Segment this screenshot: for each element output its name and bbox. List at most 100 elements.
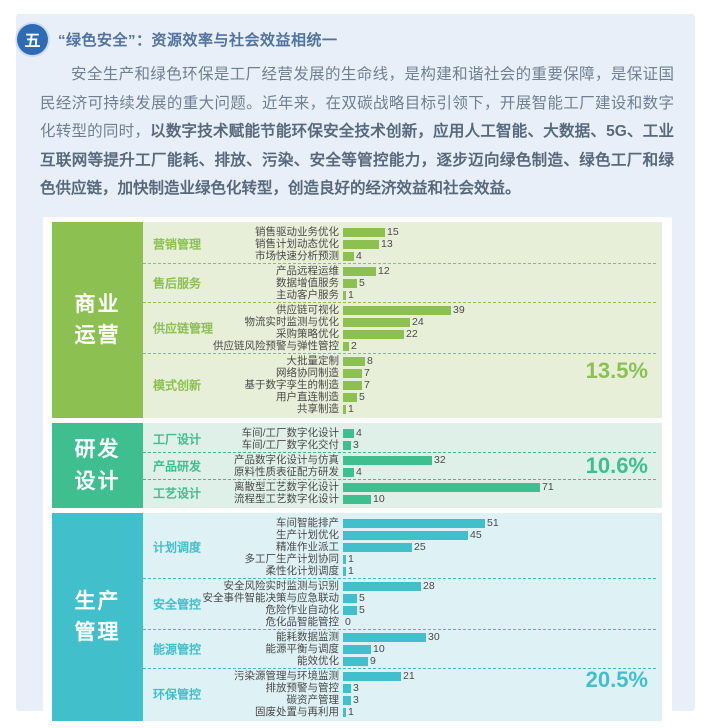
bar-value: 30 [428,631,440,643]
chart: 商业 运营 营销管理 销售驱动业务优化 15 销售计划动态优化 13 市场快速分析预测 4 售后服… [43,217,672,728]
content-panel: 五 “绿色安全”：资源效率与社会效益相统一 安全生产和绿色环保是工厂经营发展的生… [16,14,695,728]
chart-section: 研发 设计 工厂设计 车间/工厂数字化设计 4 车间/工厂数字化交付 3 产品研发 产品数字化设… [52,423,662,508]
bar [343,554,346,564]
bar-track: 3 [343,682,656,694]
bar-value: 1 [348,565,354,577]
chart-row: 供应链可视化 39 [143,304,656,316]
chart-row: 车间智能排产 51 [143,517,656,529]
bar-label: 流程型工艺数字化设计 [234,493,339,505]
bar-track: 10 [343,643,656,655]
chart-row: 柔性化计划调度 1 [143,565,656,577]
bar-label: 能源平衡与调度 [265,643,340,655]
chart-row: 离散型工艺数字化设计 71 [143,481,656,493]
section-percent: 13.5% [585,358,648,383]
bar-label: 大批量定制 [286,355,340,367]
bar [343,368,362,378]
bar-label: 固废处置与再利用 [255,706,339,718]
bar-value: 10 [373,643,385,655]
bar-value: 5 [359,391,365,403]
bar-value: 28 [423,580,435,592]
bar-value: 12 [378,265,390,277]
section-body: 工厂设计 车间/工厂数字化设计 4 车间/工厂数字化交付 3 产品研发 产品数字化设计与仿真… [143,423,662,508]
bar-track: 5 [343,277,656,289]
chart-group: 工厂设计 车间/工厂数字化设计 4 车间/工厂数字化交付 3 [143,426,656,453]
bar-track: 3 [343,439,656,451]
chart-group: 安全管控 安全风险实时监测与识别 28 安全事件智能决策与应急联动 5 危险作业自动化 5 危… [143,579,656,630]
chart-row: 生产计划优化 45 [143,529,656,541]
bar-label: 碳资产管理 [286,694,340,706]
group-label: 售后服务 [153,276,202,291]
bar-value: 25 [414,541,426,553]
bar-label: 销售驱动业务优化 [255,226,339,238]
bar-track: 3 [343,694,656,706]
bar-value: 32 [434,454,446,466]
chart-row: 能耗数据监测 30 [143,631,656,643]
bar-value: 4 [356,466,362,478]
bar-label: 原料性质表征配方研发 [234,466,339,478]
chart-group: 营销管理 销售驱动业务优化 15 销售计划动态优化 13 市场快速分析预测 4 [143,225,656,264]
bar [343,605,357,615]
chart-group: 产品研发 产品数字化设计与仿真 32 原料性质表征配方研发 4 [143,453,656,480]
bar-label: 柔性化计划调度 [265,565,340,577]
section-category-label-line: 运营 [74,324,121,347]
bar-value: 71 [542,481,554,493]
bar-label: 采购策略优化 [276,328,339,340]
bar [343,290,346,300]
chart-row: 销售计划动态优化 13 [143,238,656,250]
bar [343,266,376,276]
bar-value: 24 [412,316,424,328]
section-body: 营销管理 销售驱动业务优化 15 销售计划动态优化 13 市场快速分析预测 4 售后服务 产品远… [143,222,662,418]
bar-label: 供应链可视化 [276,304,339,316]
bar-value: 7 [364,379,370,391]
bar-value: 22 [406,328,418,340]
section-number-badge: 五 [17,23,48,55]
bar-label: 能效优化 [297,655,339,667]
section-category-label-line: 研发 [74,438,121,461]
section-category-label-line: 管理 [74,621,121,644]
bar-track: 9 [343,655,656,667]
bar-track: 1 [343,706,656,718]
intro-paragraph: 安全生产和绿色环保是工厂经营发展的生命线，是构建和谐社会的重要保障，是保证国民经… [40,61,674,204]
chart-row: 固废处置与再利用 1 [143,706,656,718]
bar-track: 5 [343,391,656,403]
group-label: 环保管控 [153,687,202,702]
bar-track: 22 [343,328,656,340]
bar-value: 51 [487,517,499,529]
bar-track: 24 [343,316,656,328]
bar [343,305,451,315]
bar [343,428,354,438]
bar-label: 安全风险实时监测与识别 [223,580,340,592]
section-category-label-line: 商业 [74,292,121,316]
bar-track: 7 [343,379,656,391]
bar-value: 7 [364,367,370,379]
bar-label: 精准作业派工 [276,541,339,553]
bar-value: 8 [367,355,373,367]
section-category-label: 研发 设计 [52,423,143,508]
bar-track: 5 [343,592,656,604]
group-label: 产品研发 [153,459,202,474]
bar-label: 物流实时监测与优化 [244,316,340,328]
chart-row: 能效优化 9 [143,655,656,667]
bar-track: 4 [343,250,656,262]
chart-row: 共享制造 1 [143,403,656,415]
bar [343,494,371,504]
chart-row: 污染源管理与环境监测 21 [143,670,656,682]
chart-row: 市场快速分析预测 4 [143,250,656,262]
section-header: 五 “绿色安全”：资源效率与社会效益相统一 [17,18,338,60]
bar [343,227,385,237]
bar-track: 1 [343,403,656,415]
group-label: 工厂设计 [153,432,202,447]
bar [343,581,421,591]
bar [343,518,485,528]
bar-value: 1 [348,553,354,565]
chart-section: 商业 运营 营销管理 销售驱动业务优化 15 销售计划动态优化 13 市场快速分析预测 4 售后服… [52,222,662,418]
bar-track: 10 [343,493,656,505]
bar-track: 39 [343,304,656,316]
section-percent: 20.5% [585,667,648,692]
group-label: 能源管控 [153,642,202,657]
bar-track: 5 [343,604,656,616]
chart-row: 流程型工艺数字化设计 10 [143,493,656,505]
bar-label: 市场快速分析预测 [255,250,339,262]
bar-track: 4 [343,466,656,478]
bar-value: 3 [353,439,359,451]
